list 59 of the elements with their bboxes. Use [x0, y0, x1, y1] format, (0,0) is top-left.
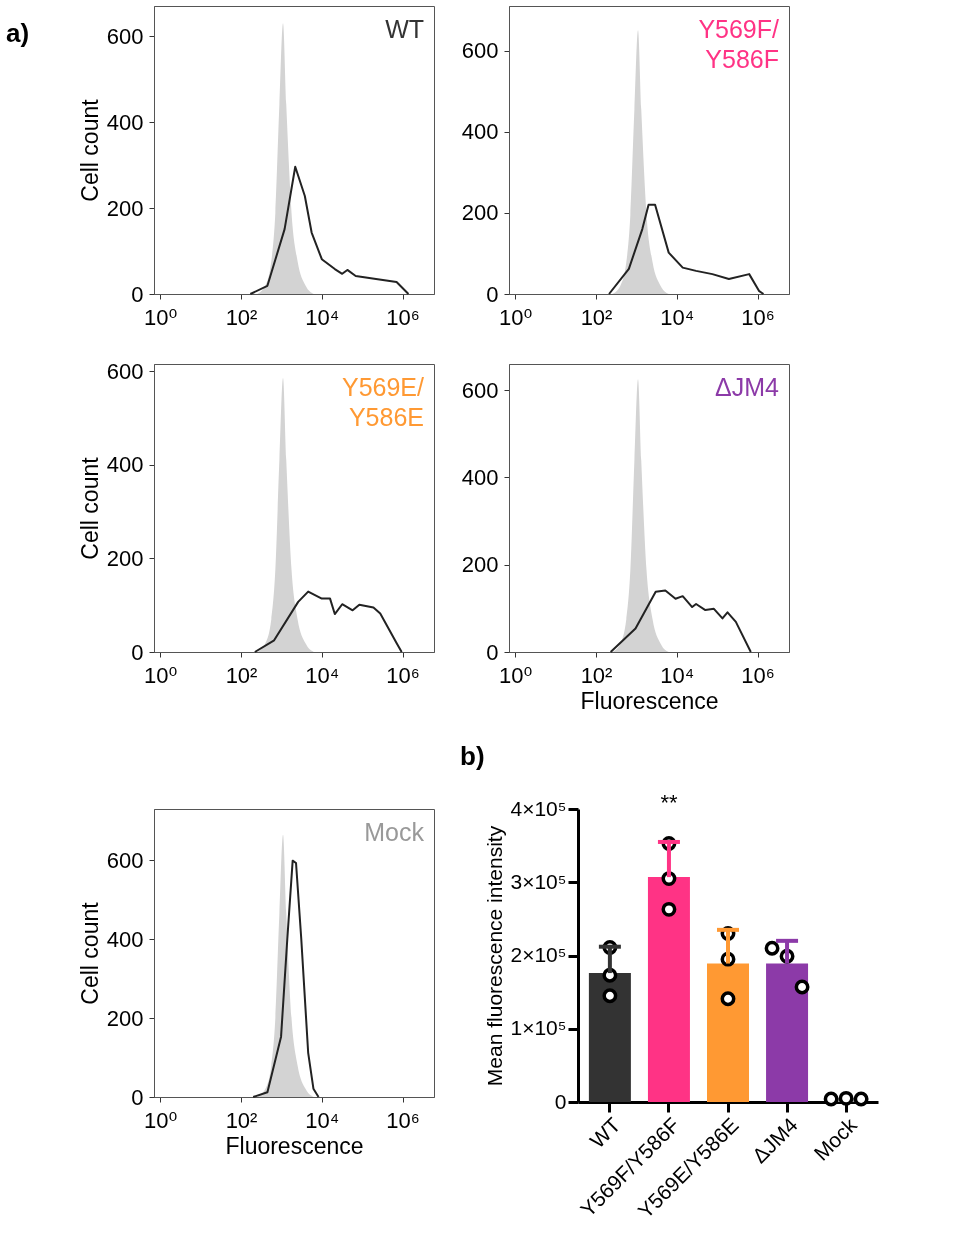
x-tick-label: 10² [225, 304, 258, 330]
y-tick-label: 200 [461, 552, 499, 578]
x-tick-label: 10⁰ [499, 662, 533, 688]
y-tick-label: 4×10⁵ [510, 796, 567, 820]
x-axis-title: Fluorescence [580, 687, 719, 714]
x-tick-label: 10⁴ [305, 1107, 340, 1133]
y-tick-label: 1×10⁵ [510, 1016, 567, 1040]
x-tick-label: 10⁰ [144, 662, 178, 688]
y-tick-label: 200 [106, 195, 144, 221]
text: Y569F/Y586F [698, 15, 780, 73]
chart-title: ΔJM4 [715, 373, 780, 401]
y-tick-label: 3×10⁵ [510, 869, 567, 893]
x-tick-label: 10⁴ [660, 304, 695, 330]
x-tick-label: 10⁰ [144, 1107, 178, 1133]
x-tick-label: 10² [580, 304, 613, 330]
x-tick-label: 10⁶ [386, 1107, 420, 1133]
x-tick-label: 10⁶ [386, 662, 420, 688]
x-tick-label: 10⁰ [144, 304, 178, 330]
y-axis-title: Cell count [76, 98, 103, 202]
y-tick-label: 600 [106, 358, 144, 384]
y-tick-label: 0 [486, 639, 499, 665]
y-tick-label: 400 [106, 109, 144, 135]
y-tick-label: 600 [106, 23, 144, 49]
text: a) [6, 18, 30, 48]
y-tick-label: 400 [106, 926, 144, 952]
y-tick-label: 200 [461, 200, 499, 226]
y-tick-label: 400 [461, 464, 499, 490]
y-tick-label: 600 [106, 847, 144, 873]
chart-title: Mock [364, 818, 425, 846]
x-tick-label: 10⁴ [660, 662, 695, 688]
x-tick-label: 10² [580, 662, 613, 688]
y-tick-label: 0 [486, 281, 499, 307]
y-tick-label: 0 [131, 1084, 144, 1110]
y-tick-label: 600 [461, 38, 499, 64]
x-tick-label: 10⁶ [741, 662, 775, 688]
annotation: ** [660, 790, 678, 815]
y-tick-label: 600 [461, 377, 499, 403]
x-tick-label: 10⁶ [386, 304, 420, 330]
y-tick-label: 0 [131, 281, 144, 307]
x-tick-label: 10² [225, 1107, 258, 1133]
text: b) [460, 741, 485, 771]
x-tick-label: 10⁶ [741, 304, 775, 330]
y-axis-title: Cell count [76, 901, 103, 1005]
y-axis-title: Mean fluorescence intensity [483, 825, 507, 1087]
chart-title: WT [385, 15, 424, 43]
text: Y569E/Y586E [341, 373, 425, 431]
x-tick-label: 10⁴ [305, 662, 340, 688]
y-tick-label: 0 [131, 639, 144, 665]
y-tick-label: 200 [106, 545, 144, 571]
y-tick-label: 400 [106, 452, 144, 478]
y-tick-label: 0 [554, 1089, 567, 1113]
y-tick-label: 200 [106, 1005, 144, 1031]
y-axis-title: Cell count [76, 456, 103, 560]
x-tick-label: 10² [225, 662, 258, 688]
x-axis-title: Fluorescence [225, 1132, 364, 1159]
x-tick-label: 10⁰ [499, 304, 533, 330]
y-tick-label: 2×10⁵ [510, 943, 567, 966]
x-tick-label: 10⁴ [305, 304, 340, 330]
y-tick-label: 400 [461, 119, 499, 145]
